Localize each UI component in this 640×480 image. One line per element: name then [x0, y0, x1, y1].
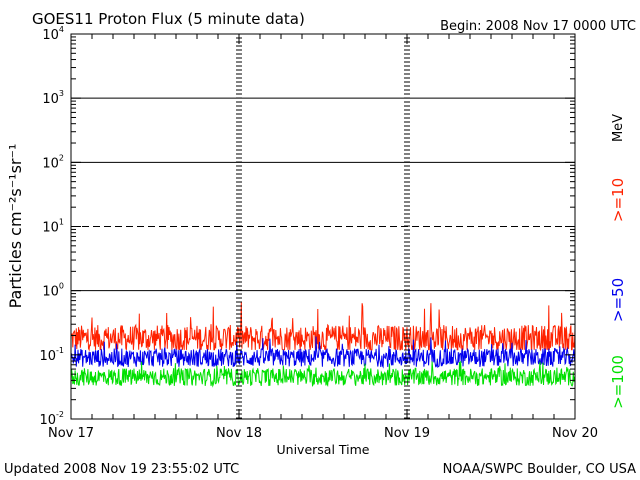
legend-entry: >=10 [609, 178, 627, 222]
series-line [70, 302, 576, 352]
x-tick-label: Nov 18 [216, 426, 262, 441]
legend-entry: >=50 [609, 278, 627, 322]
x-tick-label: Nov 19 [384, 426, 430, 441]
threshold-lines [71, 97, 575, 292]
series-line [70, 361, 576, 388]
legend-entry: >=100 [609, 355, 627, 409]
series-line [70, 336, 576, 369]
x-axis-label: Universal Time [277, 442, 370, 457]
y-tick-label: 100 [42, 282, 64, 300]
chart-title: GOES11 Proton Flux (5 minute data) [32, 10, 305, 28]
x-tick-label: Nov 20 [552, 426, 598, 441]
series-layer [70, 302, 576, 388]
begin-time: Begin: 2008 Nov 17 0000 UTC [440, 19, 636, 34]
updated-timestamp: Updated 2008 Nov 19 23:55:02 UTC [4, 462, 239, 477]
y-tick-label: 101 [42, 218, 64, 236]
data-source: NOAA/SWPC Boulder, CO USA [443, 462, 636, 477]
y-tick-label: 104 [42, 25, 64, 43]
axes: 10-2 10-1 100 101 102 103 104 Nov 17 Nov 18 Nov 1… [39, 25, 598, 441]
legend: MeV >=10 >=50 >=100 [609, 114, 627, 409]
y-tick-label: 103 [42, 89, 64, 107]
legend-unit: MeV [611, 114, 626, 142]
y-tick-label: 10-2 [39, 410, 64, 428]
y-tick-label: 102 [42, 153, 64, 171]
x-tick-label: Nov 17 [48, 426, 94, 441]
y-tick-label: 10-1 [39, 346, 64, 364]
y-axis-label: Particles cm⁻²s⁻¹sr⁻¹ [6, 144, 25, 309]
